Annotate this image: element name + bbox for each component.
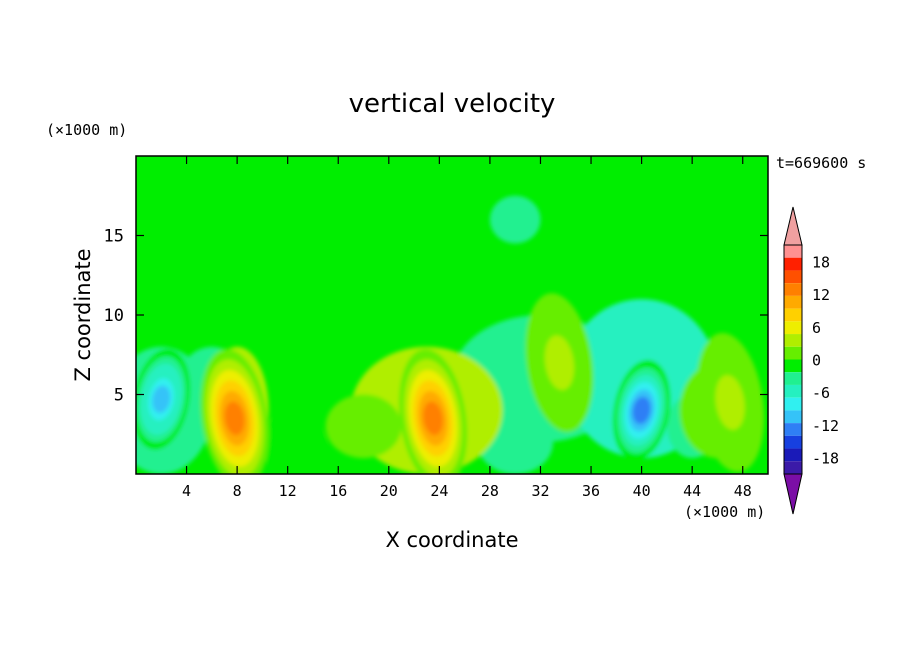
y-tick-label: 5 [114, 386, 124, 406]
field-contour [632, 396, 651, 425]
colorbar-band [784, 372, 802, 385]
colorbar-extend-max [783, 206, 803, 246]
colorbar-band [784, 423, 802, 436]
colorbar-band [784, 397, 802, 411]
field-layer [136, 195, 765, 474]
x-tick-label: 32 [531, 482, 549, 500]
colorbar-band [784, 448, 802, 462]
y-unit-label: (×1000 m) [46, 121, 127, 139]
field-contour [720, 385, 740, 420]
field-contour [549, 345, 570, 380]
x-tick-label: 4 [182, 482, 191, 500]
x-tick-label: 28 [481, 482, 499, 500]
x-axis-label: X coordinate [385, 528, 518, 552]
x-tick-label: 44 [683, 482, 701, 500]
colorbar-band [784, 334, 802, 347]
colorbar-band [784, 308, 802, 322]
x-tick-label: 12 [279, 482, 297, 500]
field-contour [152, 385, 171, 413]
x-tick-label: 40 [633, 482, 651, 500]
colorbar-band [784, 359, 802, 373]
x-tick-label: 20 [380, 482, 398, 500]
colorbar-frame [783, 244, 803, 475]
colorbar-band [784, 295, 802, 309]
y-tick-label: 10 [104, 306, 124, 326]
x-tick-label: 16 [329, 482, 347, 500]
time-label: t=669600 s [776, 154, 866, 172]
colorbar-band [784, 384, 802, 398]
colorbar-band [784, 257, 802, 271]
x-tick-label: 36 [582, 482, 600, 500]
x-unit-label: (×1000 m) [684, 503, 765, 521]
x-tick-label: 8 [233, 482, 242, 500]
plot-area [136, 156, 768, 474]
field-region [553, 211, 629, 260]
colorbar-tick-label: 0 [812, 352, 821, 370]
colorbar-extend-min [783, 473, 803, 515]
x-tick-label: 24 [430, 482, 448, 500]
colorbar-tick-label: -12 [812, 417, 839, 435]
y-axis: 5 10 15 [104, 227, 768, 406]
field-region [249, 418, 326, 467]
field-region [325, 394, 402, 459]
x-axis: 4 8 12 16 20 24 28 32 36 40 44 48 [182, 156, 752, 500]
colorbar-tick-label: -6 [812, 384, 830, 402]
colorbar: 18 12 6 0 -6 -12 -18 [783, 206, 839, 515]
colorbar-band [784, 346, 802, 360]
colorbar-band [784, 245, 802, 258]
colorbar-tick-label: 6 [812, 319, 821, 337]
y-axis-label: Z coordinate [71, 248, 95, 381]
colorbar-band [784, 283, 802, 296]
field-region [489, 195, 541, 244]
y-tick-label: 15 [104, 227, 124, 247]
colorbar-tick-label: 12 [812, 286, 830, 304]
field-contour [423, 401, 443, 436]
colorbar-band [784, 410, 802, 424]
x-tick-label: 48 [734, 482, 752, 500]
colorbar-band [784, 270, 802, 284]
colorbar-band [784, 461, 802, 474]
colorbar-tick-label: 18 [812, 253, 830, 271]
colorbar-band [784, 435, 802, 449]
colorbar-tick-label: -18 [812, 450, 839, 468]
field-contour [224, 401, 245, 436]
colorbar-band [784, 321, 802, 335]
chart-title: vertical velocity [349, 89, 556, 119]
